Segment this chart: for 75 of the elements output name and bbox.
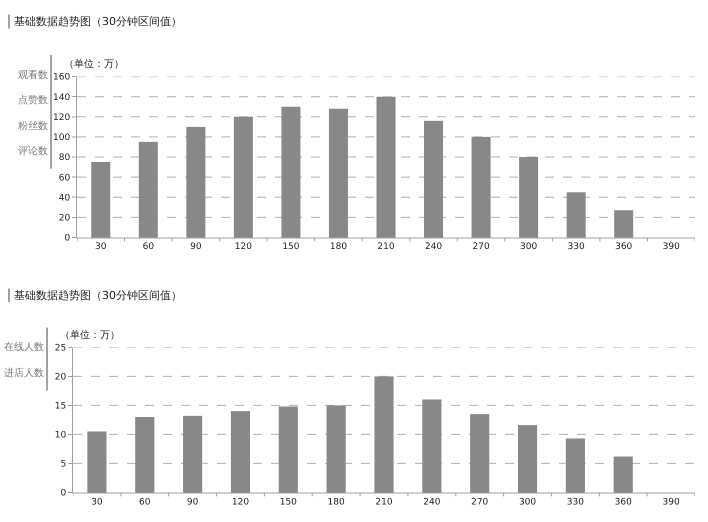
y-tick-label: 160 [53,72,70,83]
x-tick-label: 330 [568,242,586,252]
x-tick-label: 210 [377,242,395,252]
y-tick-label: 100 [53,133,70,144]
bar [376,96,396,238]
x-tick-label: 270 [472,242,490,252]
bar [230,411,250,492]
bar [328,108,348,238]
x-tick-label: 240 [423,497,441,508]
x-tick-label: 360 [614,497,632,508]
y-tick-label: 80 [58,153,70,164]
y-tick-label: 5 [60,460,66,470]
bar [374,376,394,492]
x-tick-label: 30 [95,242,107,252]
bar [138,142,158,238]
text: 观看数 [18,69,48,81]
x-tick-label: 360 [615,242,633,252]
bar [326,405,346,492]
bar [424,120,444,238]
bar [470,414,490,492]
bar [186,126,206,238]
bar [91,162,110,238]
bar [472,136,491,238]
x-tick-label: 390 [662,497,680,508]
y-tick-label: 10 [54,430,66,441]
y-tick-label: 20 [58,213,70,224]
bar [422,400,442,492]
y-axis-title: （单位：万） [64,58,124,70]
bar [87,431,106,492]
bar [614,210,634,238]
x-tick-label: 90 [186,497,199,508]
x-tick-label: 330 [566,497,584,508]
text: 评论数 [18,145,48,157]
x-tick-label: 210 [375,497,393,508]
bar [281,106,300,238]
chart-title: 基础数据趋势图（30分钟区间值） [14,15,182,28]
bar [519,157,538,238]
x-tick-label: 60 [139,497,151,508]
y-tick-label: 20 [54,372,66,382]
bar [566,438,585,492]
x-tick-label: 180 [330,242,348,252]
y-tick-label: 40 [58,193,70,204]
x-tick-label: 390 [662,242,680,252]
text: 在线人数 [4,341,44,353]
y-tick-label: 0 [64,234,70,244]
x-tick-label: 150 [282,242,300,252]
bar [566,192,586,238]
x-tick-label: 240 [424,242,442,252]
x-tick-label: 270 [471,497,489,508]
x-tick-label: 60 [142,242,154,252]
x-tick-label: 120 [232,497,250,508]
bar [614,456,633,492]
bar [135,416,154,492]
x-tick-label: 300 [520,242,538,252]
bar [518,425,538,492]
text: 粉丝数 [18,120,48,132]
y-axis-title: （单位：万） [60,329,120,341]
y-tick-label: 25 [54,343,66,354]
y-tick-label: 60 [58,173,70,184]
chart-title: 基础数据趋势图（30分钟区间值） [14,289,182,302]
x-tick-label: 30 [91,497,103,508]
x-tick-label: 180 [328,497,346,508]
bar [183,416,202,492]
bar [234,116,253,238]
x-tick-label: 90 [190,242,202,252]
bar [278,406,298,492]
x-tick-label: 300 [518,497,536,508]
x-tick-label: 120 [234,242,252,252]
y-tick-label: 120 [53,112,70,123]
y-tick-label: 15 [54,402,66,412]
text: 进店人数 [4,367,44,379]
x-tick-label: 150 [280,497,298,508]
text: 点赞数 [18,94,48,106]
y-tick-label: 140 [53,92,70,103]
y-tick-label: 0 [60,488,66,499]
